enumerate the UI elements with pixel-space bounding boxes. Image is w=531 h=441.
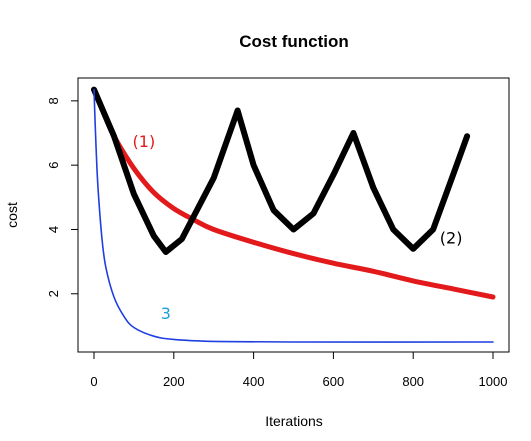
- x-tick-label: 200: [163, 374, 185, 389]
- x-tick-label: 400: [243, 374, 265, 389]
- series-layer: [91, 86, 496, 343]
- y-tick-label: 6: [46, 162, 61, 169]
- x-tick-label: 0: [90, 374, 97, 389]
- chart-title: Cost function: [239, 32, 349, 51]
- y-axis-label: cost: [4, 202, 20, 228]
- x-axis-label: Iterations: [265, 413, 323, 429]
- annotation-label-2: (2): [440, 229, 463, 248]
- series-line-3: [93, 88, 494, 343]
- y-tick-label: 8: [46, 97, 61, 104]
- annotation-layer: (1) (2) 3: [133, 132, 463, 323]
- x-axis: 0 200 400 600 800 1000: [90, 351, 508, 389]
- y-axis: 2 4 6 8: [46, 97, 79, 297]
- series-line-2: [91, 86, 471, 255]
- annotation-label-3: 3: [161, 304, 171, 323]
- y-tick-label: 2: [46, 290, 61, 297]
- series-line-1: [91, 87, 496, 300]
- annotation-label-1: (1): [133, 132, 156, 151]
- x-tick-label: 600: [323, 374, 345, 389]
- x-tick-label: 1000: [479, 374, 508, 389]
- y-tick-label: 4: [46, 226, 61, 233]
- x-tick-label: 800: [402, 374, 424, 389]
